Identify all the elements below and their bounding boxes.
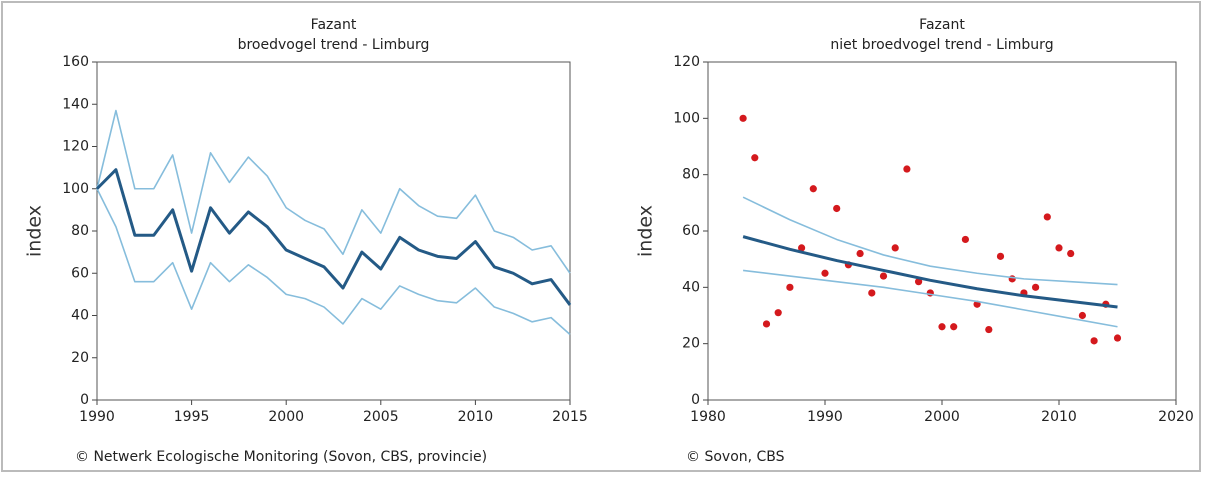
data-point — [751, 154, 759, 162]
y-tick-label: 100 — [673, 110, 700, 126]
trend-line — [742, 196, 1118, 286]
y-tick-label: 120 — [673, 54, 700, 70]
y-axis-label: index — [635, 205, 657, 257]
data-point — [856, 249, 864, 258]
plot-frame — [707, 61, 1177, 401]
plot-frame — [96, 61, 571, 401]
data-point — [1032, 283, 1040, 291]
y-tick-label: 40 — [71, 308, 89, 324]
data-point — [1090, 337, 1098, 345]
y-tick-label: 100 — [62, 181, 89, 197]
data-point — [891, 244, 899, 252]
x-tick-label: 2010 — [1041, 409, 1077, 425]
data-point — [950, 323, 958, 331]
x-tick-label: 2005 — [363, 409, 399, 425]
y-tick-label: 0 — [80, 392, 89, 408]
y-tick-label: 20 — [682, 336, 700, 352]
data-point — [821, 269, 829, 277]
y-tick-label: 20 — [71, 350, 89, 366]
data-point — [938, 323, 946, 331]
x-tick-label: 1990 — [807, 409, 843, 425]
x-tick-label: 2015 — [552, 409, 588, 425]
trend-line — [743, 269, 1118, 328]
x-tick-label: 1995 — [174, 409, 210, 425]
y-tick-label: 80 — [71, 223, 89, 239]
chart-subtitle: niet broedvogel trend - Limburg — [830, 37, 1053, 53]
data-point — [903, 165, 911, 173]
data-point — [996, 252, 1005, 260]
trend-line — [95, 168, 572, 306]
x-tick-label: 2000 — [924, 409, 960, 425]
data-point — [879, 272, 888, 280]
y-tick-label: 40 — [682, 279, 700, 295]
data-point — [1078, 311, 1086, 320]
data-point — [774, 309, 782, 317]
data-point — [809, 185, 817, 193]
x-tick-label: 1980 — [690, 409, 726, 425]
data-point — [798, 244, 806, 252]
x-tick-label: 2020 — [1158, 409, 1194, 425]
data-point — [915, 278, 923, 286]
x-tick-label: 2000 — [268, 409, 304, 425]
data-point — [985, 325, 993, 334]
x-tick-label: 1990 — [79, 409, 115, 425]
data-point — [1067, 249, 1075, 258]
data-point — [1055, 244, 1063, 252]
y-axis-label: index — [24, 205, 46, 257]
trend-line — [742, 235, 1118, 309]
y-tick-label: 160 — [62, 54, 89, 70]
data-point — [786, 283, 794, 291]
chart-title: Fazant — [919, 17, 965, 33]
data-point — [739, 114, 747, 122]
trend-line — [96, 188, 571, 336]
source-note: © Sovon, CBS — [686, 449, 785, 465]
x-tick-label: 2010 — [458, 409, 494, 425]
chart-subtitle: broedvogel trend - Limburg — [238, 37, 430, 53]
data-point — [1043, 213, 1051, 221]
data-point — [961, 235, 970, 244]
y-tick-label: 140 — [62, 96, 89, 112]
data-point — [833, 204, 841, 213]
y-tick-label: 80 — [682, 167, 700, 183]
y-tick-label: 60 — [71, 265, 89, 281]
y-tick-label: 120 — [62, 139, 89, 155]
data-point — [1008, 275, 1016, 283]
chart-title: Fazant — [311, 17, 357, 33]
y-tick-label: 0 — [691, 392, 700, 408]
data-point — [1113, 334, 1122, 342]
y-tick-label: 60 — [682, 223, 700, 239]
source-note: © Netwerk Ecologische Monitoring (Sovon,… — [75, 449, 487, 465]
data-point — [868, 289, 876, 297]
trend-line — [96, 109, 571, 274]
data-point — [762, 320, 771, 328]
